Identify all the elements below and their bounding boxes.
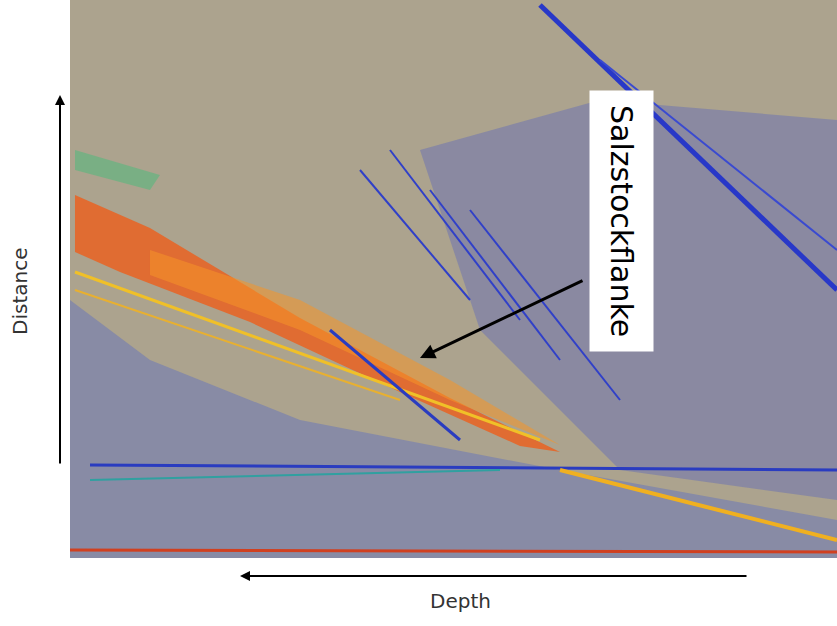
svg-text:Distance: Distance	[8, 248, 32, 335]
svg-text:Depth: Depth	[430, 589, 491, 613]
svg-text:Salzstockflanke: Salzstockflanke	[604, 105, 639, 337]
